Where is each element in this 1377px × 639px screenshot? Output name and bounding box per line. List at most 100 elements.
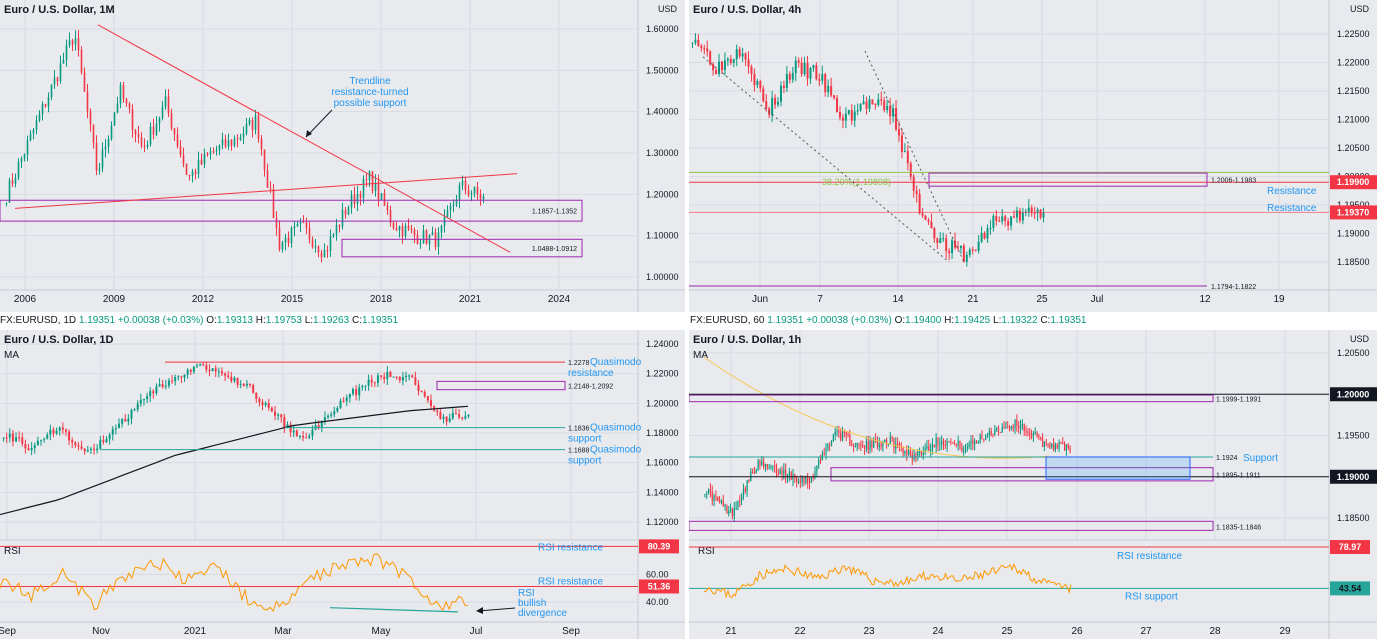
1h-candle (983, 439, 985, 441)
4h-candle (735, 49, 738, 60)
monthly-candle (119, 84, 122, 104)
1h-candle (1051, 443, 1053, 448)
daily-candle (43, 438, 46, 440)
4h-candle (1015, 210, 1018, 218)
1h-candle (981, 434, 983, 440)
monthly-candle (101, 149, 104, 169)
1h-candle (906, 450, 908, 455)
4h-candle (956, 247, 959, 249)
monthly-candle (401, 225, 404, 237)
4h-candle (1030, 207, 1033, 213)
monthly-candle (209, 151, 212, 155)
4h-candle (785, 74, 788, 88)
4h-candle (992, 215, 995, 228)
daily-candle (336, 407, 339, 412)
1h-candle (917, 451, 919, 457)
y-tick-label: 1.18500 (1337, 257, 1370, 267)
daily-candle (202, 364, 205, 366)
daily-candle (376, 375, 379, 383)
panel-4h[interactable]: 1.22500 1.22000 1.21500 1.21000 1.20500 1.200… (689, 0, 1377, 312)
daily-candle (411, 375, 414, 378)
4h-candle (900, 135, 903, 152)
daily-candle (302, 435, 305, 438)
4h-candle (830, 85, 833, 96)
daily-candle (405, 375, 408, 378)
monthly-candle (464, 180, 467, 191)
1h-candle (840, 433, 842, 440)
zone-2006-1983 (928, 172, 1208, 187)
1h-candle (957, 440, 959, 445)
daily-candle (99, 440, 102, 449)
1h-candle (867, 441, 869, 450)
1h-candle (1047, 443, 1049, 445)
monthly-candle (155, 123, 158, 135)
daily-candle (189, 369, 192, 372)
1h-candle (1063, 443, 1066, 451)
1h-candle (939, 443, 941, 445)
daily-candle (230, 376, 233, 381)
1h-candle (904, 450, 906, 454)
1h-candle (915, 454, 917, 457)
monthly-candle (320, 252, 323, 258)
4h-candle (927, 219, 930, 222)
1h-candle (796, 477, 798, 482)
monthly-candle (29, 133, 32, 141)
monthly-candle (476, 187, 479, 195)
monthly-candle (158, 117, 161, 124)
daily-candle (5, 437, 8, 439)
1h-candle (834, 431, 836, 435)
daily-candle (86, 450, 89, 452)
monthly-candle (365, 179, 368, 181)
1h-candle (851, 444, 853, 446)
monthly-candle (278, 227, 281, 250)
1h-candle (948, 441, 950, 443)
monthly-candle (56, 77, 59, 82)
4h-candle (753, 73, 756, 86)
level-label: 1.1688 (568, 448, 590, 455)
rsi-line (703, 563, 1072, 599)
1h-candle (761, 461, 763, 466)
x-tick-label: 12 (1199, 294, 1211, 305)
monthly-candle (332, 234, 335, 237)
1h-candle (830, 441, 833, 446)
monthly-candle (20, 158, 23, 163)
4h-candle (747, 59, 750, 67)
daily-candle (139, 399, 142, 404)
4h-candle (951, 240, 954, 254)
monthly-candle (305, 222, 308, 229)
monthly-candle (176, 134, 179, 147)
zone-label: 1.1835-1.1846 (1216, 524, 1261, 531)
4h-candle (862, 101, 865, 105)
1h-candle (1027, 432, 1029, 434)
daily-candle (320, 420, 323, 428)
monthly-candle (335, 225, 338, 235)
zone-label: 1.1857-1.1352 (532, 209, 577, 216)
monthly-candle (167, 96, 170, 113)
4h-candle (977, 241, 980, 251)
1h-candle (707, 489, 710, 494)
level-name: Quasimodo (590, 357, 642, 368)
daily-candle (414, 377, 417, 385)
daily-candle (149, 391, 152, 397)
daily-candle (426, 396, 429, 401)
panel-monthly[interactable]: 1.60000 1.50000 1.40000 1.30000 1.20000 1.100… (0, 0, 685, 312)
1h-candle (1056, 444, 1058, 449)
daily-candle (21, 437, 24, 444)
4h-candle (871, 99, 874, 105)
monthly-candle (125, 98, 128, 104)
1h-candle (955, 444, 957, 446)
1h-candle (1034, 432, 1036, 434)
panel-daily[interactable]: 1.24000 1.22000 1.20000 1.18000 1.16000 1.140… (0, 330, 685, 639)
daily-candle (420, 390, 423, 393)
daily-candle (305, 437, 308, 439)
monthly-candle (257, 115, 260, 139)
panel-1h[interactable]: 1.20500 1.20000 1.19500 1.19000 1.18500 21 22 2… (689, 330, 1377, 639)
daily-candle (77, 445, 80, 447)
daily-candle (239, 383, 242, 385)
y-tick-label: 1.20500 (1337, 143, 1370, 153)
4h-candle (836, 97, 839, 113)
1h-candle (759, 460, 761, 466)
monthly-candle (107, 138, 110, 147)
monthly-candle (482, 196, 485, 200)
rsi-title: RSI (698, 546, 715, 557)
